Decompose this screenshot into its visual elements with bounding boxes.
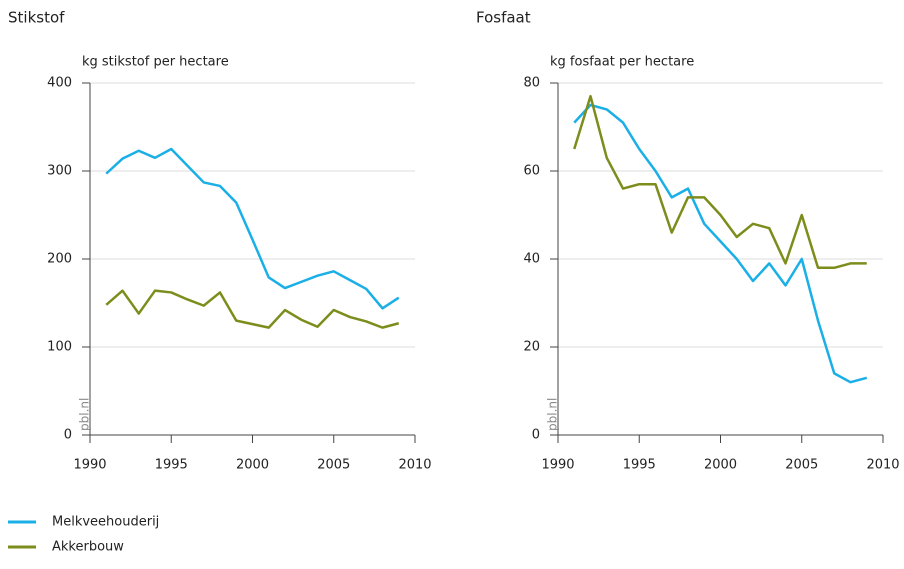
- y-tick-label: 40: [523, 252, 540, 267]
- chart-title: Stikstof: [8, 9, 65, 27]
- y-tick-label: 20: [523, 340, 540, 355]
- x-tick-label: 1995: [155, 458, 188, 473]
- y-tick-label: 0: [532, 428, 540, 443]
- x-tick-label: 1995: [623, 458, 656, 473]
- series-line: [573, 103, 868, 384]
- y-axis-label: kg fosfaat per hectare: [550, 55, 694, 70]
- series-line: [573, 94, 867, 270]
- legend-label: Akkerbouw: [52, 540, 124, 555]
- legend-label: Melkveehouderij: [52, 515, 159, 530]
- chart-title: Fosfaat: [476, 9, 531, 27]
- x-tick-label: 2010: [866, 458, 899, 473]
- x-tick-label: 2000: [236, 458, 269, 473]
- y-tick-label: 400: [47, 76, 72, 91]
- y-tick-label: 0: [64, 428, 72, 443]
- series-line: [105, 147, 400, 310]
- x-tick-label: 2010: [398, 458, 431, 473]
- y-axis-label: kg stikstof per hectare: [82, 55, 229, 70]
- x-tick-label: 2000: [704, 458, 737, 473]
- watermark: pbl.nl: [546, 398, 560, 431]
- series-line: [105, 289, 400, 329]
- x-tick-label: 1990: [73, 458, 106, 473]
- watermark: pbl.nl: [78, 398, 92, 431]
- x-tick-label: 1990: [541, 458, 574, 473]
- y-tick-label: 200: [47, 252, 72, 267]
- y-tick-label: 100: [47, 340, 72, 355]
- x-tick-label: 2005: [317, 458, 350, 473]
- y-tick-label: 300: [47, 164, 72, 179]
- y-tick-label: 60: [523, 164, 540, 179]
- x-tick-label: 2005: [785, 458, 818, 473]
- y-tick-label: 80: [523, 76, 540, 91]
